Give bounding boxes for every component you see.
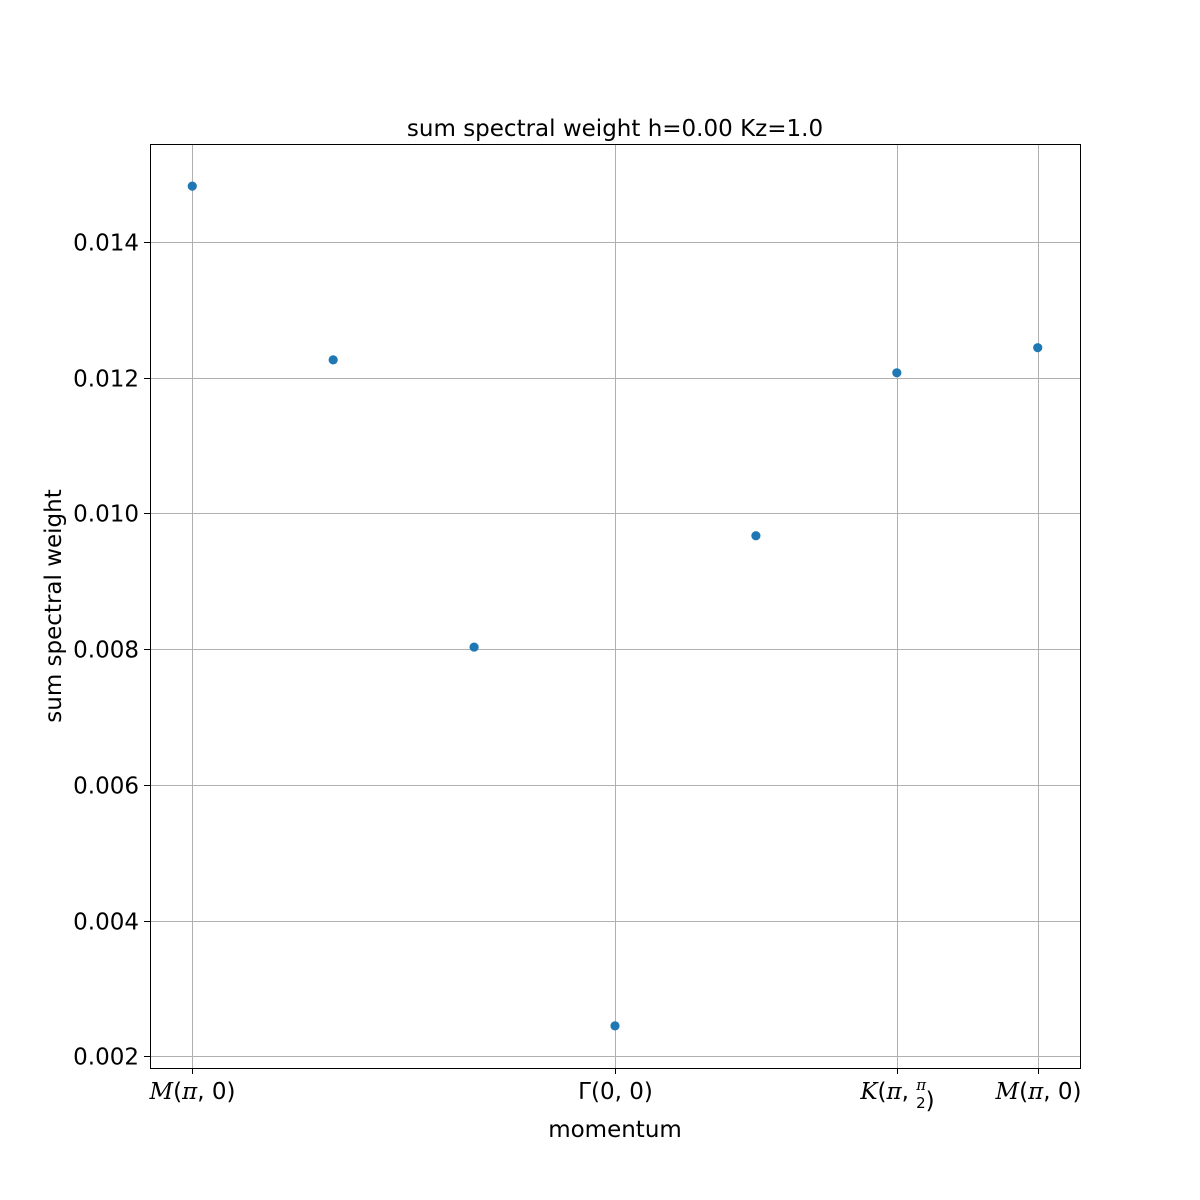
data-point [751,531,761,541]
x-tick-label: M(π, 0) [995,1079,1082,1105]
chart-title: sum spectral weight h=0.00 Kz=1.0 [407,116,823,142]
y-axis-label: sum spectral weight [41,489,67,722]
data-point [328,355,338,365]
x-tick-label: M(π, 0) [149,1079,236,1105]
data-point [1033,343,1043,353]
y-tick-labels: 0.002 0.004 0.006 0.008 0.010 0.012 0.014 [73,231,139,1071]
y-tick-label: 0.004 [73,910,139,936]
grid-lines [150,144,1080,1068]
x-axis-label: momentum [548,1117,682,1143]
x-tick-label: K(π, π 2) [859,1076,934,1114]
y-tick-label: 0.014 [73,231,139,257]
plot-frame [150,144,1081,1069]
data-points [187,181,1043,1031]
data-point [469,642,479,652]
y-tick-label: 0.002 [73,1045,139,1071]
y-tick-label: 0.008 [73,638,139,664]
x-tick-label: Γ(0, 0) [578,1079,653,1105]
data-point [187,181,197,191]
data-point [892,368,902,378]
y-tick-label: 0.010 [73,502,139,528]
y-tick-label: 0.012 [73,367,139,393]
y-tick-label: 0.006 [73,774,139,800]
data-point [610,1021,620,1031]
x-tick-labels: M(π, 0) Γ(0, 0) K(π, π 2) M(π, 0) [149,1076,1082,1114]
